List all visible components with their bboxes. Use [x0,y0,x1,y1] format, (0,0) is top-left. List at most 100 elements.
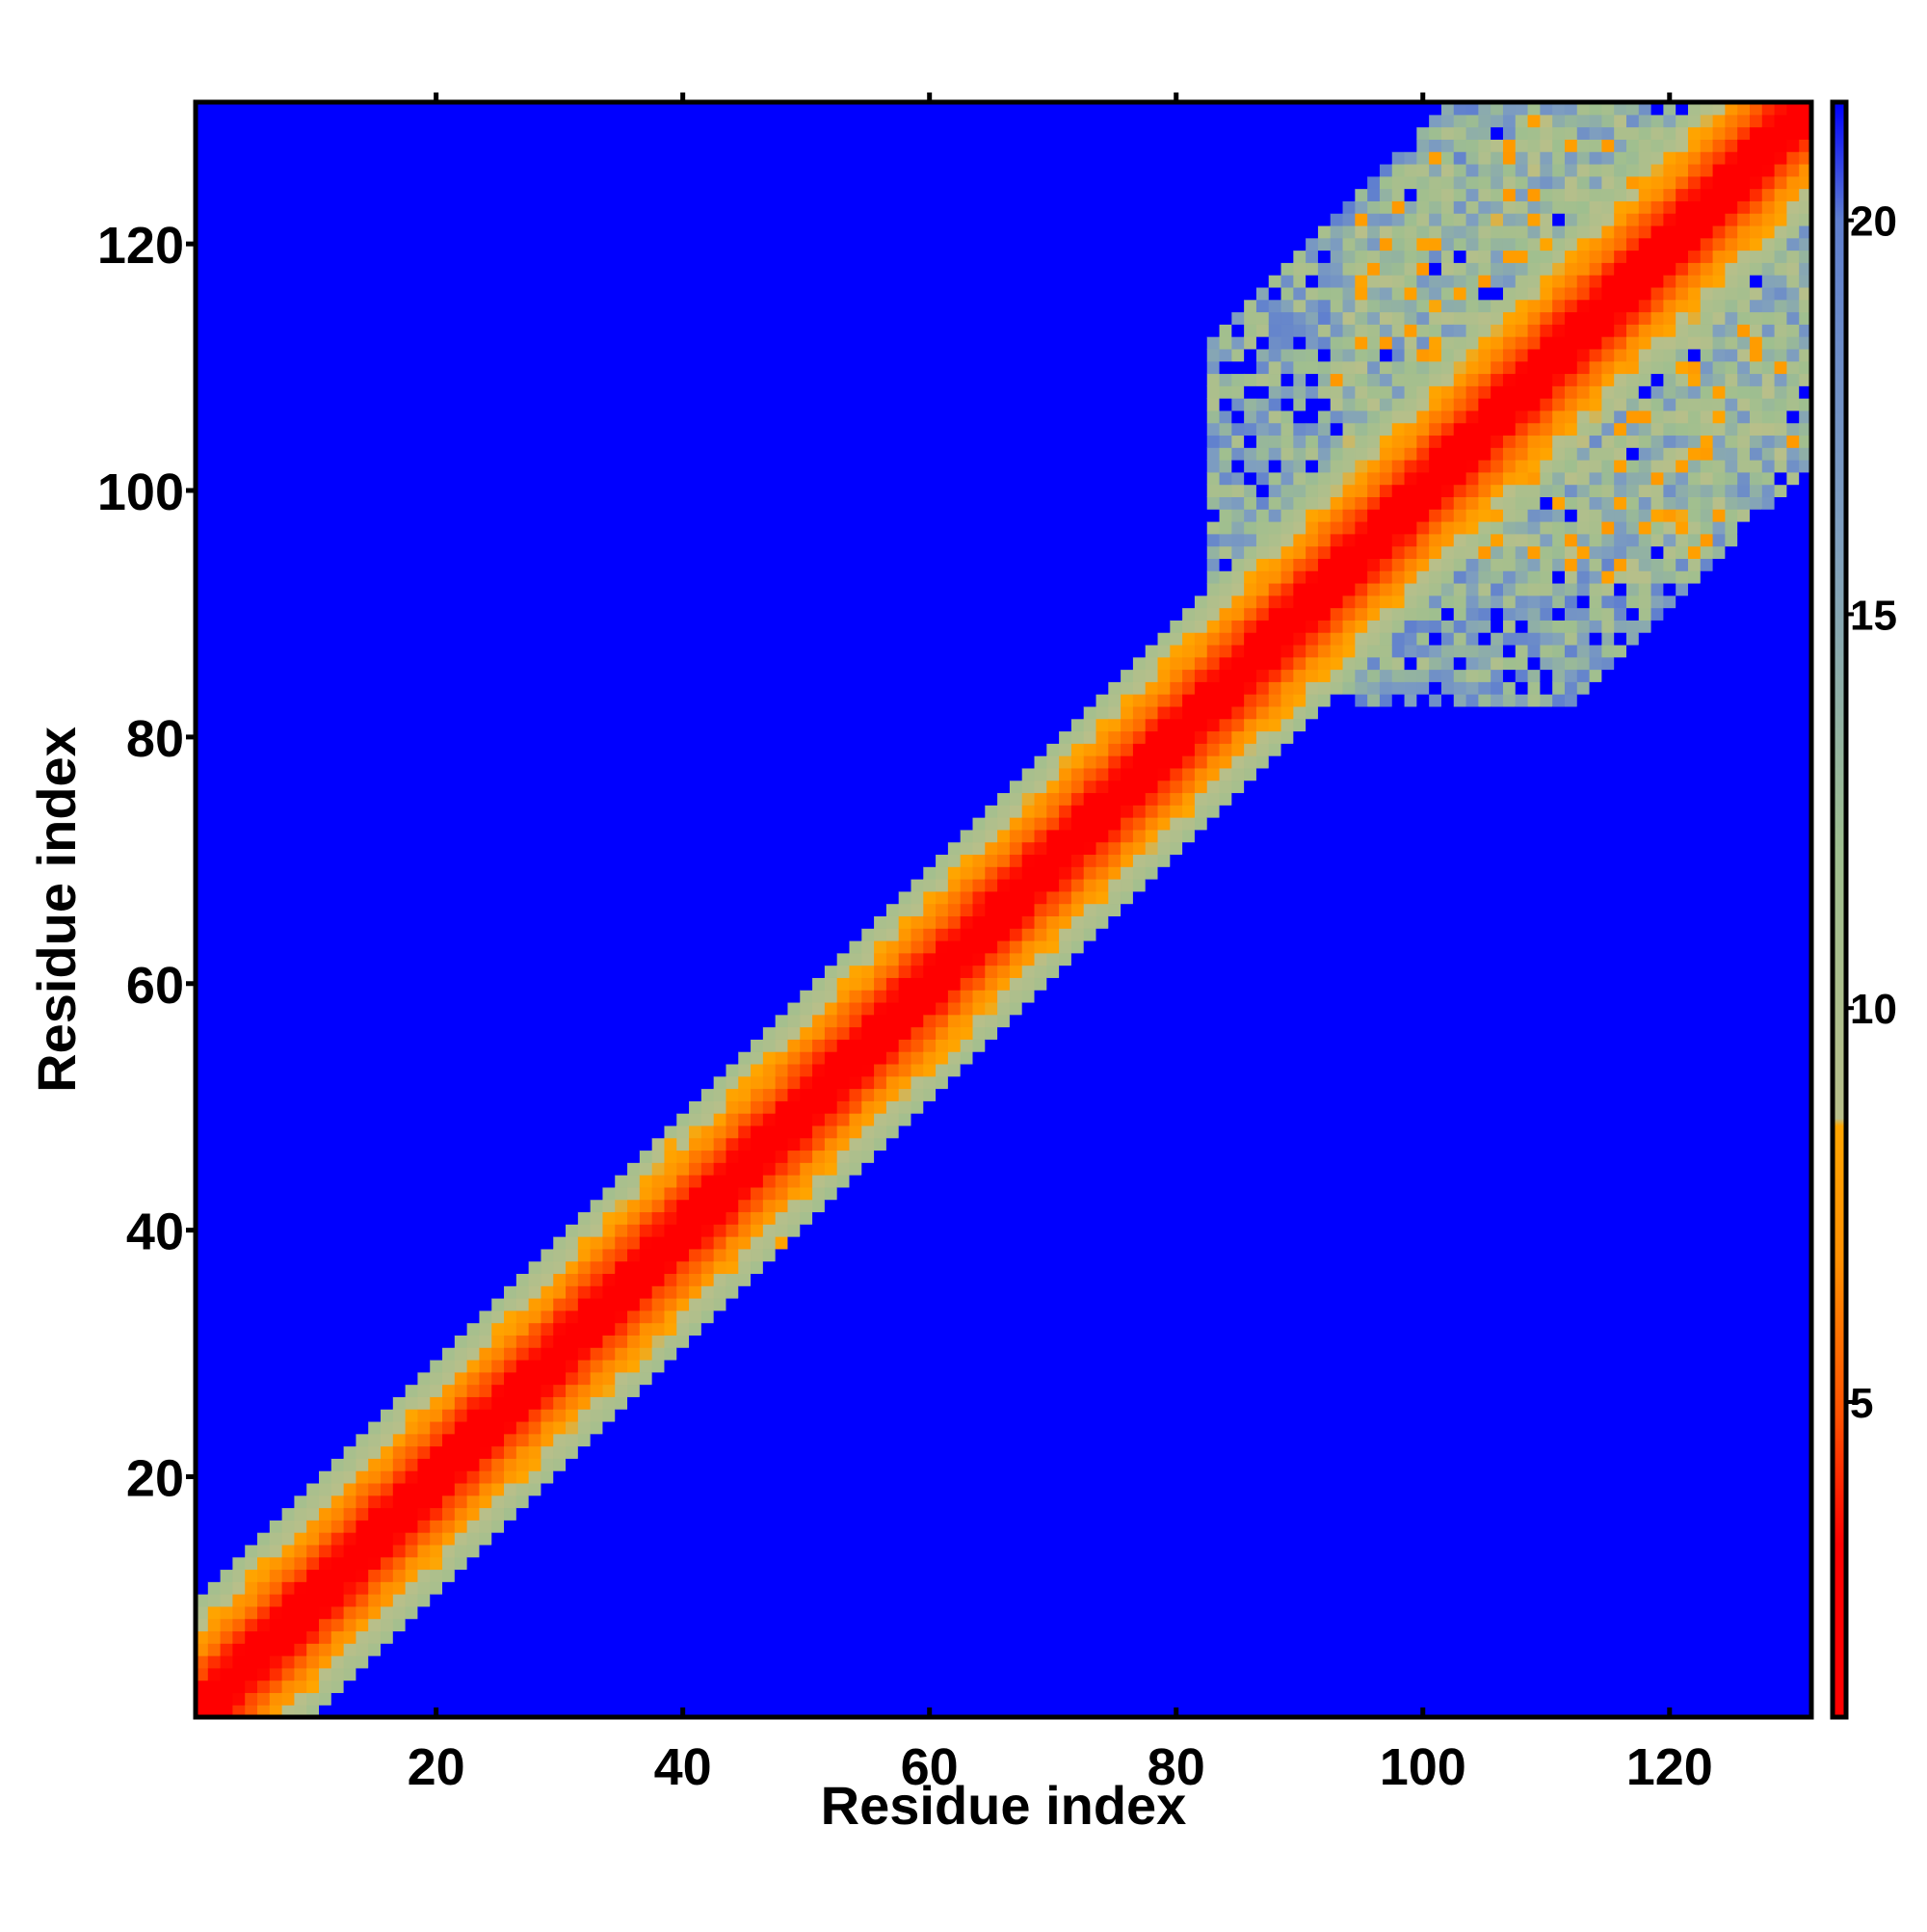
heatmap-cell [479,1260,492,1275]
heatmap-cell [639,595,653,609]
heatmap-cell [615,262,628,276]
heatmap-cell [392,1396,407,1410]
heatmap-cell [257,915,271,929]
heatmap-cell [442,632,456,646]
heatmap-cell [515,681,530,695]
heatmap-cell [491,1014,505,1028]
heatmap-cell [368,114,382,128]
heatmap-cell [615,854,628,867]
heatmap-cell [442,829,456,843]
heatmap-cell [566,1125,579,1139]
heatmap-cell [232,1088,246,1101]
heatmap-cell [232,1655,246,1669]
heatmap-cell [417,595,431,609]
heatmap-cell [294,1420,307,1435]
heatmap-cell [294,509,307,522]
heatmap-cell [566,484,579,497]
heatmap-cell [245,1371,258,1386]
heatmap-cell [491,1125,505,1139]
heatmap-cell [651,743,666,756]
heatmap-cell [368,1273,382,1286]
heatmap-cell [491,1137,505,1151]
heatmap-cell [491,1445,505,1459]
heatmap-cell [269,225,283,239]
heatmap-cell [405,102,419,116]
heatmap-cell [590,681,604,695]
heatmap-cell [504,1396,517,1410]
heatmap-cell [392,1445,407,1459]
heatmap-cell [306,484,320,497]
heatmap-cell [207,1705,222,1718]
heatmap-cell [577,755,592,769]
heatmap-cell [405,1211,419,1225]
heatmap-cell [294,1224,307,1237]
heatmap-cell [430,1137,443,1151]
heatmap-cell [541,570,554,584]
heatmap-cell [590,311,604,325]
heatmap-cell [343,767,357,781]
heatmap-cell [442,509,456,522]
heatmap-cell [306,1643,320,1656]
heatmap-cell [466,1347,481,1361]
heatmap-cell [306,990,320,1003]
heatmap-cell [306,262,320,276]
heatmap-cell [627,915,641,929]
heatmap-cell [553,324,567,337]
heatmap-cell [330,163,345,177]
heatmap-cell [602,977,616,991]
heatmap-cell [515,509,530,522]
heatmap-cell [627,188,641,201]
heatmap-cell [381,1039,394,1052]
heatmap-cell [504,435,517,448]
heatmap-cell [330,1175,345,1188]
heatmap-cell [207,213,222,226]
heatmap-cell [294,398,307,411]
heatmap-cell [602,1371,616,1386]
heatmap-cell [639,1420,653,1435]
heatmap-cell [442,1705,456,1718]
heatmap-cell [442,990,456,1003]
heatmap-cell [269,705,283,720]
heatmap-cell [245,398,258,411]
heatmap-cell [454,336,468,350]
heatmap-cell [541,1396,554,1410]
heatmap-cell [245,829,258,843]
heatmap-cell [392,1260,407,1275]
heatmap-cell [245,644,258,658]
heatmap-cell [368,1186,382,1201]
heatmap-cell [577,1470,592,1484]
heatmap-cell [430,1507,443,1521]
heatmap-cell [405,755,419,769]
heatmap-cell [466,1186,481,1201]
heatmap-cell [602,1680,616,1694]
heatmap-cell [430,805,443,818]
heatmap-cell [294,854,307,867]
heatmap-cell [269,952,283,966]
heatmap-cell [220,841,233,856]
heatmap-cell [368,139,382,152]
heatmap-cell [356,324,369,337]
heatmap-cell [220,792,233,806]
heatmap-cell [639,705,653,720]
heatmap-cell [479,656,492,671]
heatmap-cell [504,484,517,497]
heatmap-cell [515,1298,530,1311]
heatmap-cell [207,1643,222,1656]
heatmap-cell [207,767,222,781]
heatmap-cell [330,299,345,313]
heatmap-cell [504,1347,517,1361]
heatmap-cell [528,509,542,522]
heatmap-cell [207,1113,222,1126]
heatmap-cell [269,570,283,584]
heatmap-cell [417,1384,431,1397]
heatmap-cell [664,1532,677,1546]
heatmap-cell [541,1605,554,1620]
heatmap-cell [319,275,332,288]
heatmap-cell [196,705,209,720]
heatmap-cell [207,1001,222,1016]
heatmap-cell [207,1581,222,1595]
heatmap-cell [627,1347,641,1361]
heatmap-cell [392,1347,407,1361]
heatmap-cell [319,1186,332,1201]
heatmap-cell [207,952,222,966]
